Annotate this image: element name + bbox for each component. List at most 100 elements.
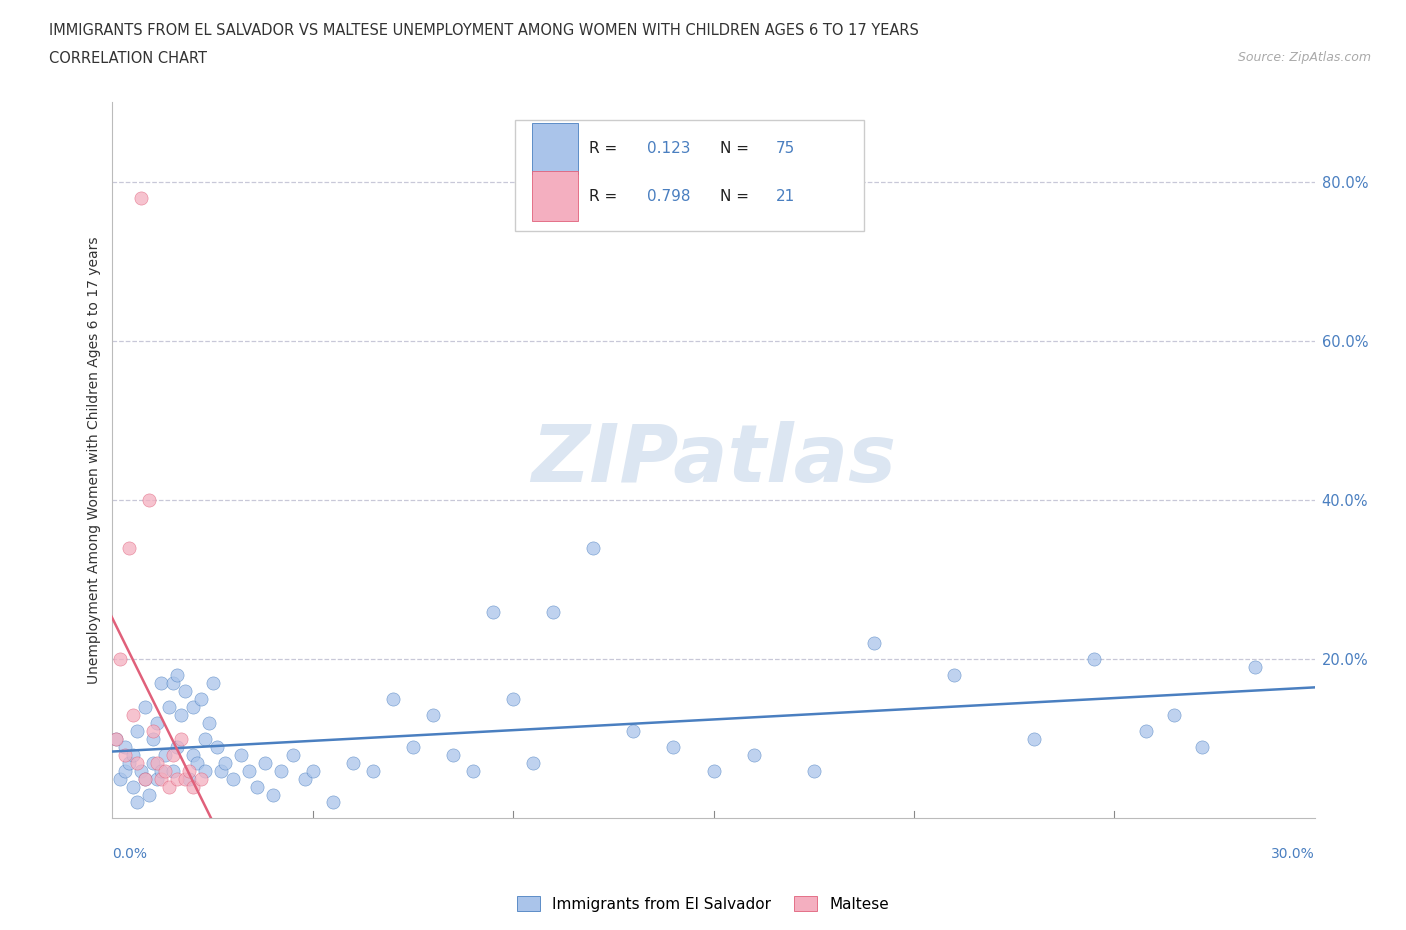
Point: [803, 764, 825, 778]
Point: [173, 771, 195, 786]
Text: ZIPatlas: ZIPatlas: [531, 421, 896, 499]
Point: [270, 764, 292, 778]
Point: [246, 779, 269, 794]
Point: [134, 699, 156, 714]
Point: [157, 699, 180, 714]
Point: [201, 676, 224, 691]
Text: N =: N =: [720, 189, 754, 204]
Point: [253, 755, 276, 770]
Point: [145, 771, 167, 786]
Text: Source: ZipAtlas.com: Source: ZipAtlas.com: [1237, 51, 1371, 64]
Point: [157, 779, 180, 794]
Point: [1243, 659, 1265, 674]
Point: [621, 724, 644, 738]
Point: [1135, 724, 1157, 738]
Point: [582, 540, 605, 555]
Point: [361, 764, 384, 778]
Text: N =: N =: [720, 141, 754, 156]
Text: CORRELATION CHART: CORRELATION CHART: [49, 51, 207, 66]
Point: [177, 764, 200, 778]
Point: [422, 708, 444, 723]
Legend: Immigrants from El Salvador, Maltese: Immigrants from El Salvador, Maltese: [510, 889, 896, 918]
Point: [543, 604, 565, 619]
Point: [141, 755, 163, 770]
Point: [149, 764, 172, 778]
Point: [209, 764, 232, 778]
Text: R =: R =: [589, 141, 621, 156]
Point: [181, 748, 204, 763]
Point: [662, 739, 685, 754]
Point: [134, 771, 156, 786]
Point: [110, 652, 132, 667]
Point: [1024, 731, 1046, 746]
Point: [702, 764, 725, 778]
Point: [117, 755, 139, 770]
Text: 21: 21: [776, 189, 796, 204]
Point: [162, 748, 184, 763]
Point: [322, 795, 344, 810]
Point: [1083, 652, 1105, 667]
FancyBboxPatch shape: [531, 170, 578, 221]
Point: [190, 771, 212, 786]
Point: [238, 764, 260, 778]
Point: [114, 748, 136, 763]
Y-axis label: Unemployment Among Women with Children Ages 6 to 17 years: Unemployment Among Women with Children A…: [87, 236, 101, 684]
Point: [194, 764, 217, 778]
Point: [145, 755, 167, 770]
Text: 0.123: 0.123: [647, 141, 690, 156]
Point: [162, 676, 184, 691]
Point: [162, 764, 184, 778]
Point: [461, 764, 484, 778]
Point: [214, 755, 236, 770]
Point: [138, 787, 160, 802]
Point: [382, 692, 405, 707]
Point: [121, 748, 143, 763]
Point: [125, 795, 148, 810]
Point: [205, 739, 228, 754]
Text: 75: 75: [776, 141, 796, 156]
Point: [302, 764, 325, 778]
Point: [117, 540, 139, 555]
FancyBboxPatch shape: [531, 124, 578, 174]
Point: [522, 755, 544, 770]
Point: [169, 708, 191, 723]
Point: [441, 748, 464, 763]
Text: 0.798: 0.798: [647, 189, 690, 204]
Point: [229, 748, 252, 763]
Point: [145, 715, 167, 730]
Point: [222, 771, 245, 786]
Point: [742, 748, 765, 763]
Point: [153, 764, 176, 778]
Point: [281, 748, 304, 763]
Point: [121, 779, 143, 794]
Point: [173, 684, 195, 698]
Text: IMMIGRANTS FROM EL SALVADOR VS MALTESE UNEMPLOYMENT AMONG WOMEN WITH CHILDREN AG: IMMIGRANTS FROM EL SALVADOR VS MALTESE U…: [49, 23, 920, 38]
Point: [166, 668, 188, 683]
Point: [194, 731, 217, 746]
Point: [169, 731, 191, 746]
FancyBboxPatch shape: [515, 120, 863, 232]
Point: [129, 764, 152, 778]
Point: [110, 771, 132, 786]
Point: [105, 731, 128, 746]
Point: [863, 636, 886, 651]
Point: [1191, 739, 1213, 754]
Point: [153, 748, 176, 763]
Text: R =: R =: [589, 189, 621, 204]
Point: [114, 764, 136, 778]
Point: [197, 715, 219, 730]
Point: [149, 771, 172, 786]
Point: [125, 724, 148, 738]
Point: [190, 692, 212, 707]
Point: [186, 755, 208, 770]
Text: 30.0%: 30.0%: [1271, 847, 1315, 861]
Point: [138, 493, 160, 508]
Point: [402, 739, 425, 754]
Point: [1163, 708, 1185, 723]
Point: [166, 771, 188, 786]
Point: [181, 699, 204, 714]
Point: [262, 787, 284, 802]
Point: [105, 731, 128, 746]
Point: [342, 755, 364, 770]
Point: [149, 676, 172, 691]
